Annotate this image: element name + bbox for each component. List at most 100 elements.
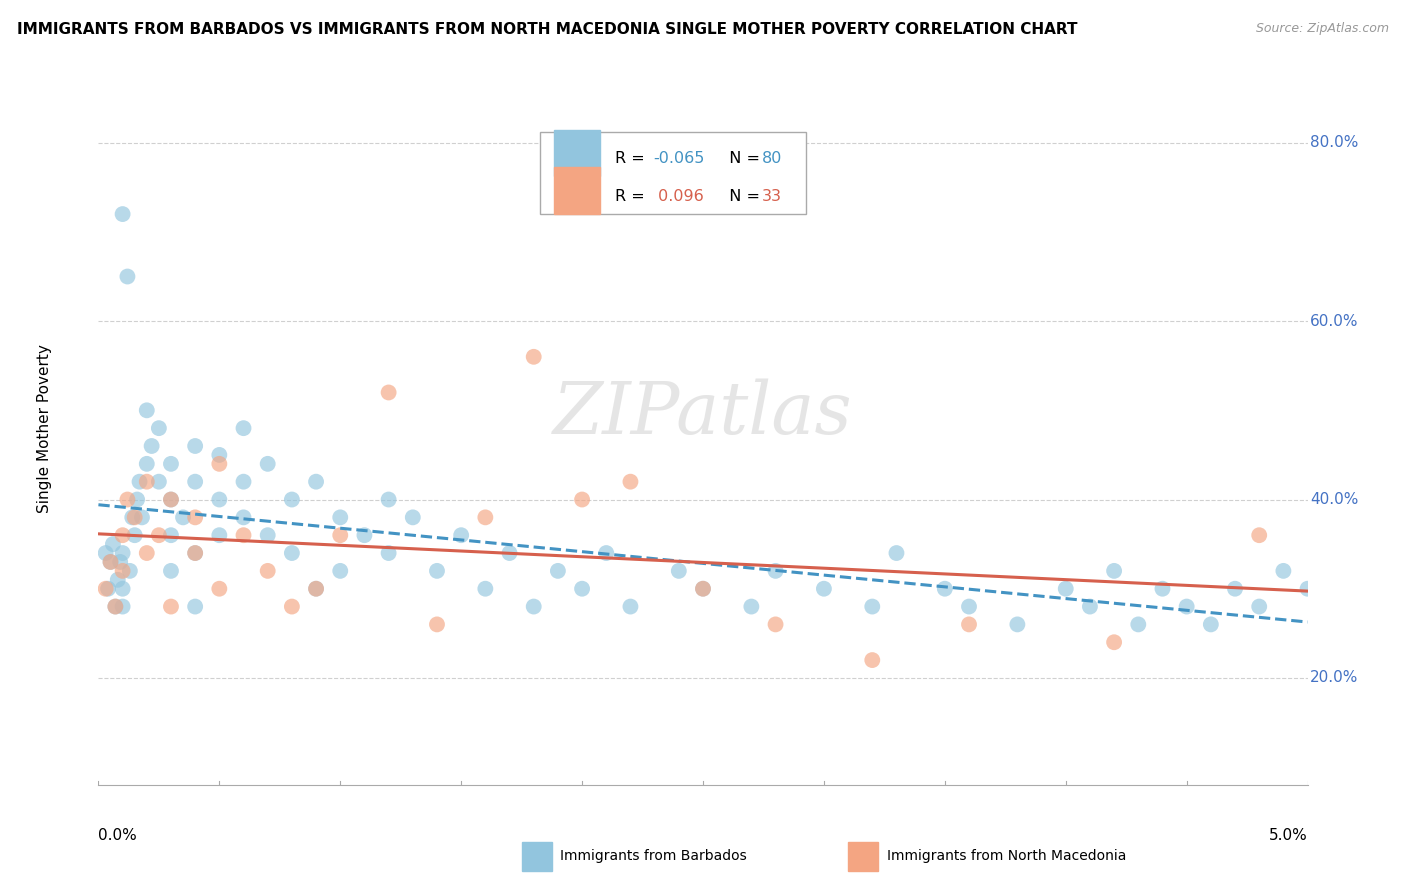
Point (100, 555, 122, 569)
Point (208, 492, 231, 507)
Point (118, 564, 141, 578)
Text: -0.065: -0.065 (654, 151, 704, 166)
Point (329, 564, 352, 578)
Point (127, 492, 149, 507)
Point (668, 564, 690, 578)
Point (160, 564, 183, 578)
Point (813, 582, 835, 596)
Point (523, 350, 546, 364)
Point (740, 599, 762, 614)
Point (1054, 582, 1077, 596)
Text: R =: R = (614, 188, 650, 203)
Point (94, 546, 117, 560)
Text: Immigrants from North Macedonia: Immigrants from North Macedonia (887, 849, 1126, 863)
Point (208, 457, 231, 471)
Point (160, 457, 183, 471)
Text: Single Mother Poverty: Single Mother Poverty (37, 343, 52, 513)
Point (934, 582, 956, 596)
Point (305, 582, 328, 596)
Point (184, 439, 207, 453)
Point (498, 546, 520, 560)
Point (117, 269, 139, 284)
Text: Source: ZipAtlas.com: Source: ZipAtlas.com (1256, 22, 1389, 36)
Text: 60.0%: 60.0% (1310, 314, 1358, 328)
Point (160, 599, 183, 614)
Point (1199, 617, 1222, 632)
Point (141, 439, 163, 453)
Point (121, 510, 143, 524)
Text: N =: N = (718, 188, 765, 203)
Text: N =: N = (718, 151, 765, 166)
Point (184, 546, 207, 560)
Point (184, 510, 207, 524)
Point (256, 528, 278, 542)
Point (208, 582, 231, 596)
Point (474, 582, 496, 596)
Point (131, 510, 153, 524)
Point (111, 207, 134, 221)
Bar (848, 842, 879, 871)
Point (232, 421, 254, 435)
Point (148, 528, 170, 542)
Point (135, 546, 157, 560)
Point (100, 555, 122, 569)
Point (135, 457, 157, 471)
Text: IMMIGRANTS FROM BARBADOS VS IMMIGRANTS FROM NORTH MACEDONIA SINGLE MOTHER POVERT: IMMIGRANTS FROM BARBADOS VS IMMIGRANTS F… (17, 22, 1077, 37)
Point (1296, 582, 1319, 596)
Point (595, 546, 617, 560)
Point (117, 492, 139, 507)
Point (208, 528, 231, 542)
Point (111, 582, 134, 596)
Point (957, 599, 980, 614)
Point (1128, 617, 1150, 632)
Point (765, 564, 787, 578)
Point (1102, 564, 1125, 578)
Point (124, 510, 146, 524)
Point (1175, 599, 1198, 614)
Text: Immigrants from Barbados: Immigrants from Barbados (561, 849, 747, 863)
Point (450, 528, 472, 542)
Point (1007, 617, 1029, 632)
Point (128, 475, 150, 489)
Point (377, 385, 399, 400)
Point (619, 475, 641, 489)
Point (377, 492, 399, 507)
Point (135, 475, 157, 489)
Point (692, 582, 714, 596)
Point (619, 599, 641, 614)
Text: 80: 80 (762, 151, 783, 166)
Point (523, 599, 546, 614)
Point (860, 599, 883, 614)
Point (281, 492, 304, 507)
Point (111, 528, 134, 542)
Point (860, 653, 883, 667)
Point (1102, 635, 1125, 649)
Point (111, 546, 134, 560)
Text: 40.0%: 40.0% (1310, 492, 1358, 507)
Point (124, 528, 146, 542)
Point (184, 475, 207, 489)
Point (426, 617, 449, 632)
Point (281, 546, 304, 560)
Text: 0.096: 0.096 (654, 188, 704, 203)
Point (957, 617, 980, 632)
Point (111, 564, 134, 578)
Point (160, 528, 183, 542)
Bar (554, 129, 600, 176)
Point (571, 582, 593, 596)
Text: 33: 33 (762, 188, 782, 203)
Point (305, 582, 328, 596)
Point (692, 582, 714, 596)
Bar (522, 842, 551, 871)
Point (1249, 528, 1271, 542)
Point (1249, 599, 1271, 614)
Point (232, 475, 254, 489)
Point (329, 528, 352, 542)
Point (184, 599, 207, 614)
Text: 80.0%: 80.0% (1310, 136, 1358, 150)
Point (377, 546, 399, 560)
Point (886, 546, 908, 560)
Point (571, 492, 593, 507)
Text: 20.0%: 20.0% (1310, 671, 1358, 685)
Point (329, 510, 352, 524)
